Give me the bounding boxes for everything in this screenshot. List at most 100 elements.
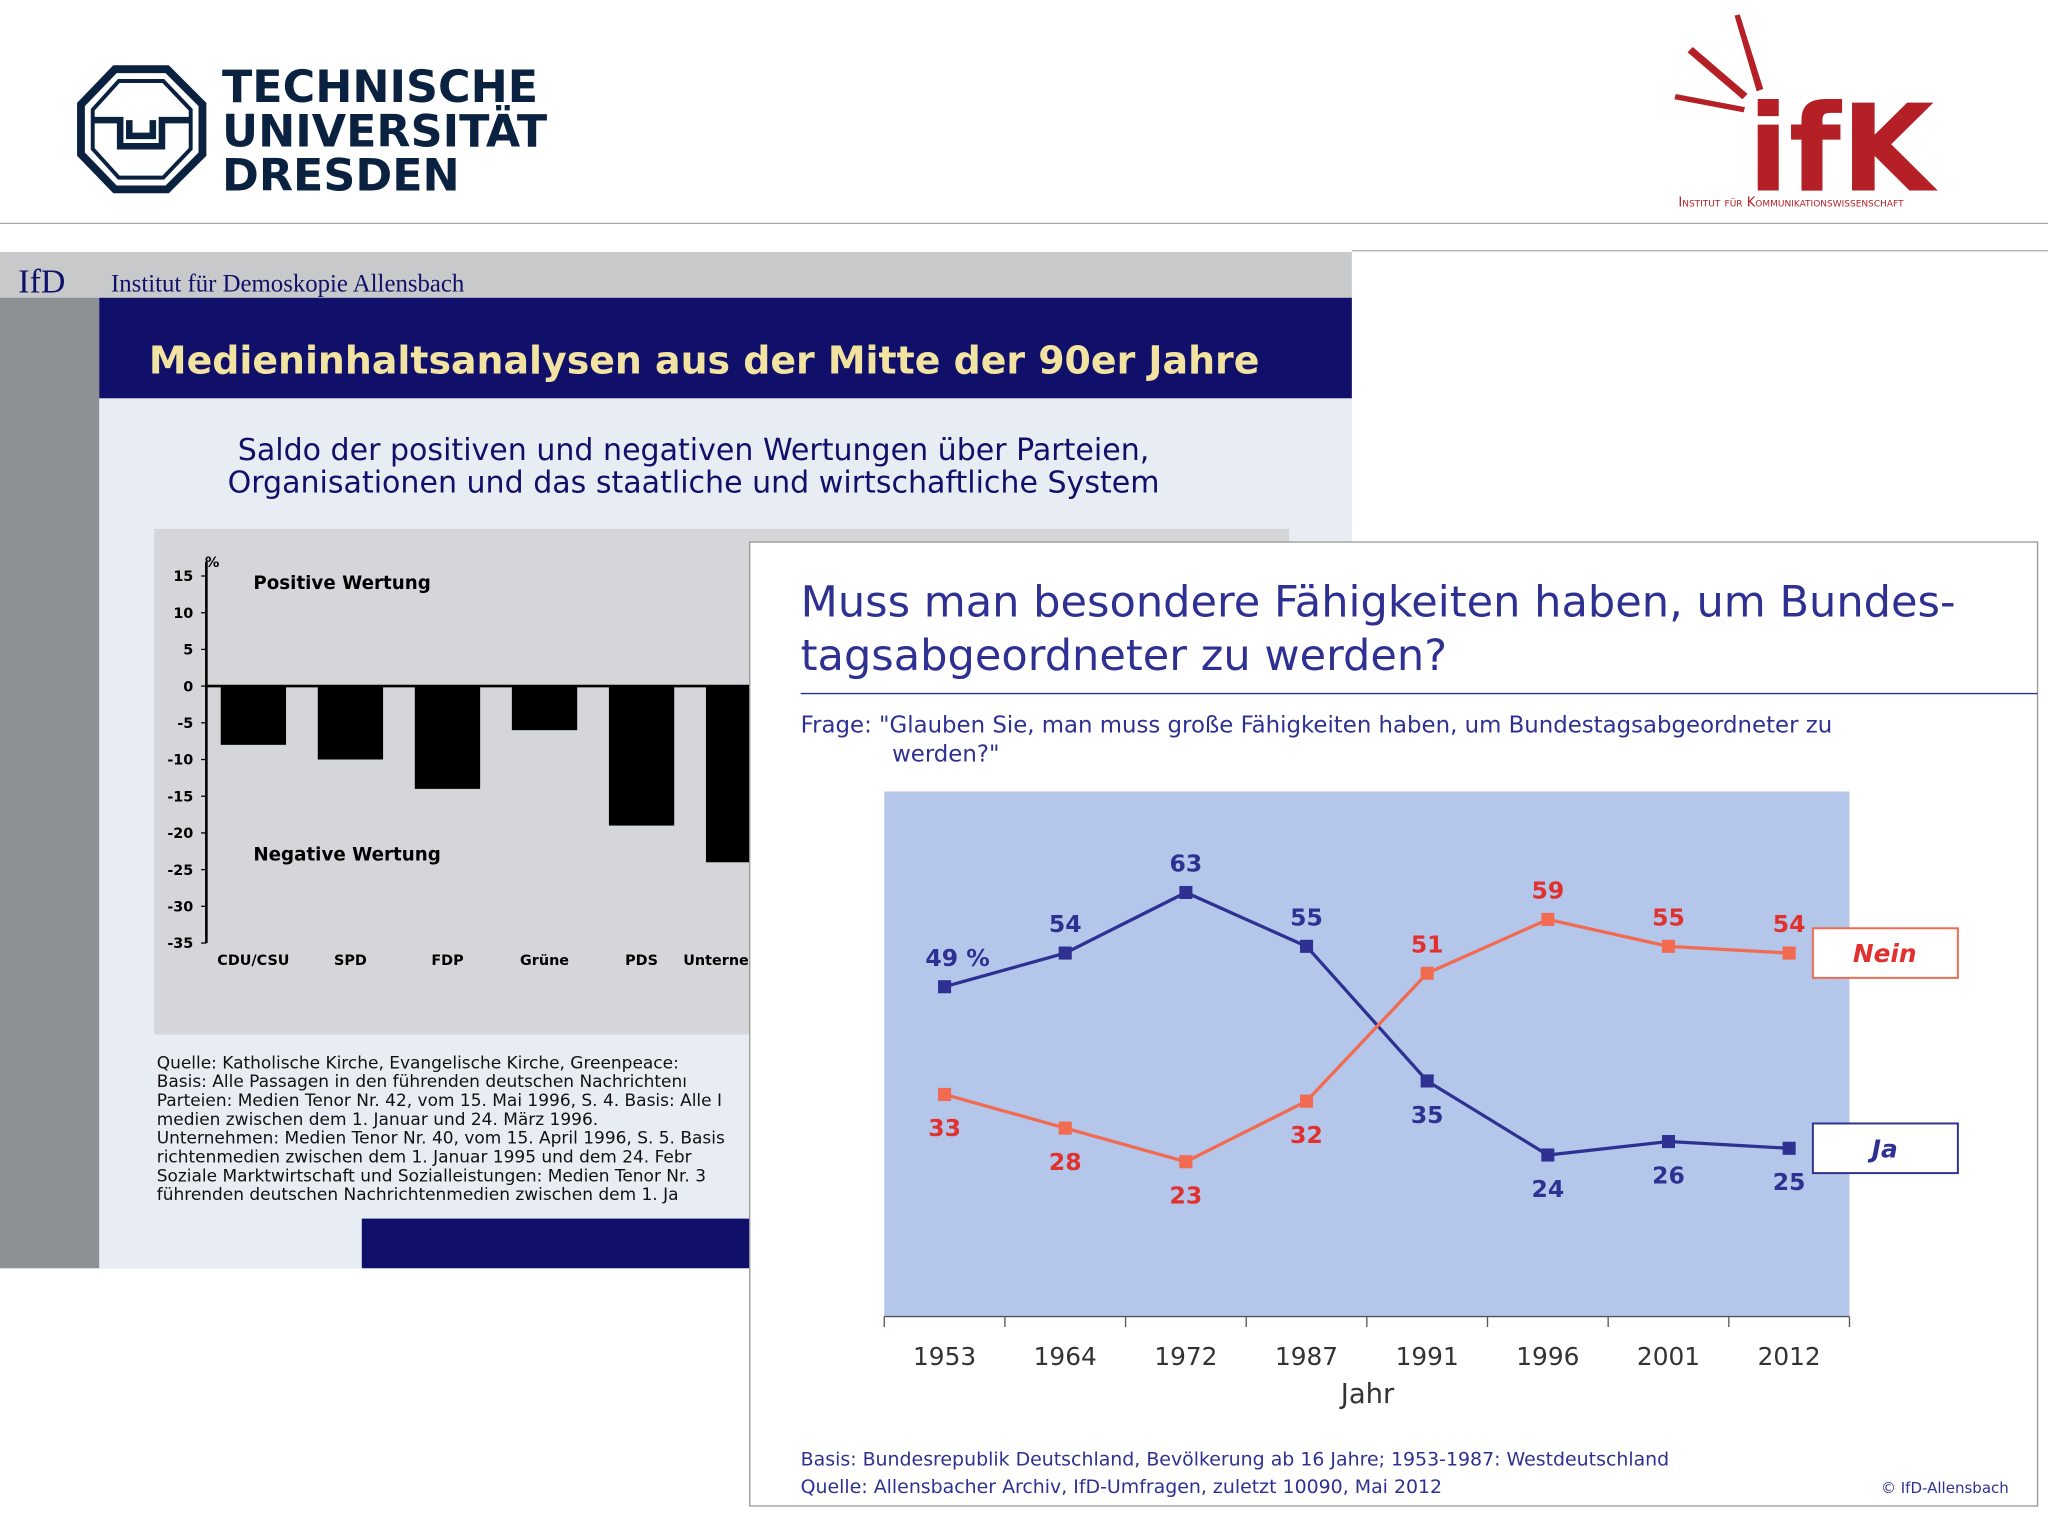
data-label: 59	[1531, 877, 1564, 905]
marker	[1179, 885, 1193, 900]
note: Quelle: Allensbacher Archiv, IfD-Umfrage…	[801, 1476, 1442, 1498]
marker	[1300, 939, 1314, 953]
question: Frage: "Glauben Sie, man muss große Fähi…	[801, 713, 1833, 739]
chart-title: Muss man besondere Fähigkeiten haben, um…	[801, 577, 1956, 627]
bar	[414, 686, 481, 789]
x-tick-label: 1964	[1034, 1342, 1097, 1371]
y-tick-label: -20	[167, 826, 193, 842]
x-tick-label: 1987	[1275, 1342, 1338, 1371]
tu-logo	[77, 65, 207, 194]
chart-title: tagsabgeordneter zu werden?	[801, 631, 1447, 681]
source-line: Unternehmen: Medien Tenor Nr. 40, vom 15…	[157, 1129, 725, 1149]
bar	[317, 686, 384, 760]
annotation: Positive Wertung	[253, 573, 430, 594]
org-name: Institut für Demoskopie Allensbach	[111, 270, 465, 297]
data-label: 28	[1049, 1148, 1082, 1176]
data-label: 55	[1290, 903, 1323, 931]
slide-subtitle: Organisationen und das staatliche und wi…	[228, 465, 1160, 500]
bar	[608, 686, 675, 826]
source-line: führenden deutschen Nachrichtenmedien zw…	[157, 1185, 679, 1205]
data-label: 63	[1170, 850, 1203, 878]
source-line: Quelle: Katholische Kirche, Evangelische…	[157, 1053, 679, 1073]
x-tick-label: 1972	[1154, 1342, 1217, 1371]
series-line	[944, 890, 1790, 1157]
x-tick-label: 2012	[1758, 1342, 1821, 1371]
y-tick-label: -10	[167, 753, 193, 769]
y-tick-label: 5	[183, 643, 193, 659]
x-tick-label: CDU/CSU	[217, 953, 289, 969]
org-short: IfD	[18, 264, 65, 301]
bar	[220, 686, 287, 745]
y-tick-label: -25	[167, 863, 193, 879]
marker	[1661, 939, 1676, 953]
unit-label: %	[205, 555, 219, 571]
marker	[1661, 1135, 1676, 1149]
data-label: 26	[1652, 1161, 1685, 1189]
x-tick-label: 2001	[1637, 1342, 1700, 1371]
source-line: Parteien: Medien Tenor Nr. 42, vom 15. M…	[157, 1091, 722, 1111]
marker	[938, 1087, 952, 1101]
x-axis-label: Jahr	[1339, 1379, 1395, 1410]
x-tick-label: 1953	[913, 1342, 976, 1371]
note: Basis: Bundesrepublik Deutschland, Bevöl…	[801, 1448, 1670, 1470]
marker	[1058, 946, 1072, 960]
ifk-caption: Institut für Kommunikationswissenschaft	[1678, 195, 1904, 210]
data-label: 24	[1531, 1175, 1564, 1203]
marker	[1179, 1155, 1193, 1169]
y-tick-label: -35	[167, 936, 193, 952]
credit: © IfD-Allensbach	[1881, 1479, 2009, 1497]
logo-text: DRESDEN	[222, 151, 460, 202]
marker	[1420, 1074, 1434, 1088]
data-label: 35	[1411, 1101, 1444, 1129]
marker	[1541, 912, 1555, 926]
plot-area	[884, 791, 1850, 1317]
source-line: medien zwischen dem 1. Januar und 24. Mä…	[157, 1110, 598, 1130]
data-label: 55	[1652, 903, 1685, 931]
y-tick-label: -30	[167, 900, 193, 916]
ifk-rays	[1674, 14, 1764, 113]
ifk-logo: ifK	[1748, 80, 1938, 220]
bar	[511, 686, 578, 731]
slide-subtitle: Saldo der positiven und negativen Wertun…	[238, 433, 1150, 468]
series-line	[944, 917, 1790, 1164]
marker	[1300, 1094, 1314, 1108]
data-label: 54	[1049, 910, 1082, 938]
marker	[938, 980, 952, 994]
source-line: Basis: Alle Passagen in den führenden de…	[157, 1072, 687, 1092]
data-label: 25	[1773, 1168, 1806, 1196]
marker	[1058, 1121, 1072, 1135]
data-label: 33	[928, 1114, 961, 1142]
marker	[1782, 946, 1796, 960]
logo-text: UNIVERSITÄT	[222, 104, 548, 157]
marker	[1782, 1141, 1796, 1155]
data-label: 51	[1411, 930, 1444, 958]
x-tick-label: FDP	[431, 953, 463, 969]
x-tick-label: 1996	[1516, 1342, 1579, 1371]
source-line: Soziale Marktwirtschaft und Sozialleistu…	[157, 1166, 706, 1186]
data-label: 54	[1773, 910, 1806, 938]
legend-box	[1811, 927, 1959, 979]
x-tick-label: 1991	[1396, 1342, 1459, 1371]
x-tick-label: PDS	[625, 953, 658, 969]
source-block: Quelle: Katholische Kirche, Evangelische…	[157, 1053, 725, 1205]
y-tick-label: 15	[173, 569, 193, 585]
logo-text: TECHNISCHE	[222, 62, 538, 113]
line-chart: Muss man besondere Fähigkeiten haben, um…	[801, 577, 2038, 1498]
question: werden?"	[892, 741, 999, 767]
legend-label: Ja	[1867, 1134, 1898, 1163]
data-label: 23	[1170, 1182, 1203, 1210]
marker	[1420, 966, 1434, 980]
slide-title: Medieninhaltsanalysen aus der Mitte der …	[149, 339, 1259, 383]
marker	[1541, 1148, 1555, 1162]
y-tick-label: 10	[173, 606, 193, 622]
y-tick-label: 0	[183, 679, 193, 695]
x-tick-label: SPD	[334, 953, 367, 969]
data-label: 49 %	[925, 944, 989, 972]
x-tick-label: Grüne	[520, 953, 569, 969]
y-tick-label: -5	[177, 716, 193, 732]
legend-box	[1811, 1122, 1959, 1175]
source-line: richtenmedien zwischen dem 1. Januar 199…	[157, 1147, 692, 1167]
data-label: 32	[1290, 1121, 1323, 1149]
